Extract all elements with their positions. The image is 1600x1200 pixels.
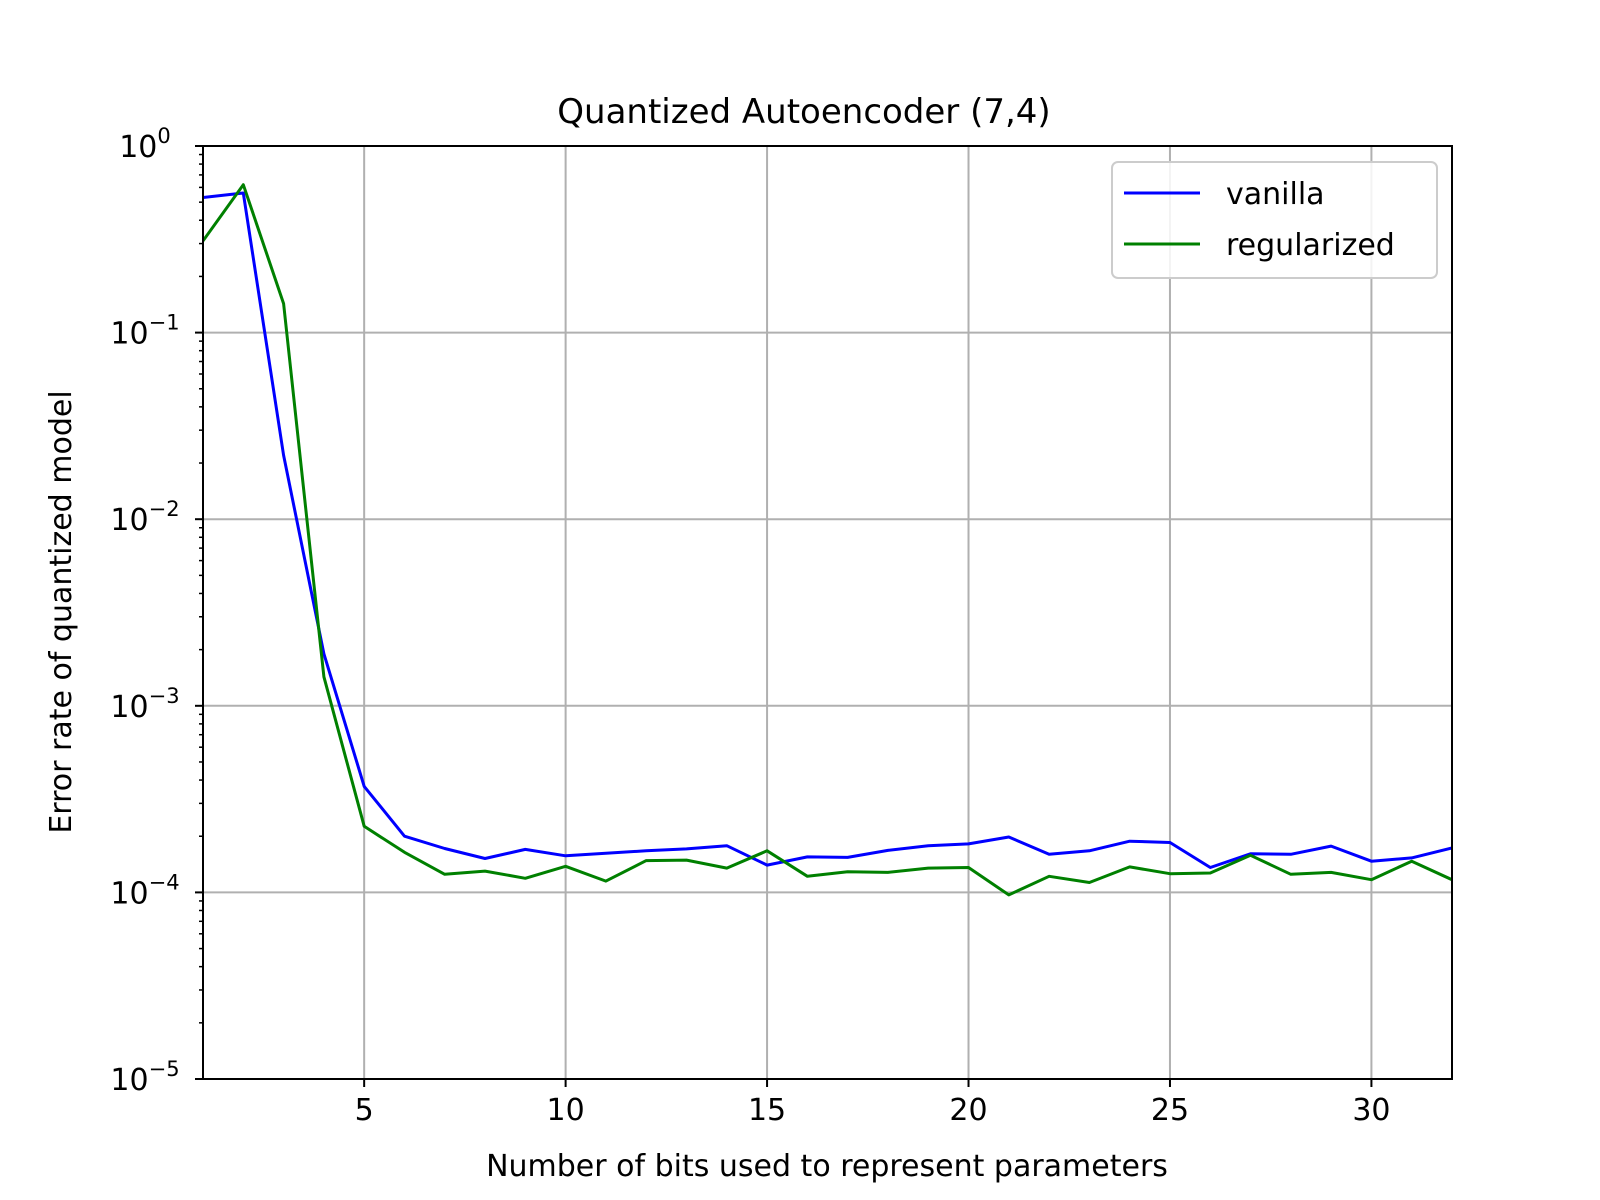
legend-label-vanilla: vanilla [1226, 177, 1325, 212]
y-axis-label: Error rate of quantized model [44, 390, 79, 833]
data-point-regularized [443, 872, 447, 876]
data-point-regularized [1128, 865, 1132, 869]
data-point-regularized [1007, 893, 1011, 897]
x-tick-label: 10 [547, 1093, 585, 1128]
x-axis-ticks: 5 10 15 20 25 30 [355, 1079, 1391, 1128]
grid [203, 146, 1452, 1079]
data-point-regularized [1249, 853, 1253, 857]
y-axis-ticks: 100 10−1 10−2 10−3 10−4 10−5 [110, 124, 203, 1098]
data-point-vanilla [362, 784, 366, 788]
data-point-vanilla [1369, 859, 1373, 863]
data-point-regularized [322, 675, 326, 679]
data-point-regularized [846, 870, 850, 874]
series-line-vanilla [203, 191, 1452, 869]
data-point-regularized [765, 849, 769, 853]
data-point-regularized [1047, 874, 1051, 878]
data-point-regularized [523, 876, 527, 880]
data-point-regularized [886, 870, 890, 874]
data-point-vanilla [1007, 835, 1011, 839]
data-point-regularized [644, 859, 648, 863]
data-point-regularized [1168, 872, 1172, 876]
data-point-regularized [241, 183, 245, 187]
y-tick-label: 10−2 [110, 497, 179, 538]
data-point-vanilla [523, 847, 527, 851]
data-point-regularized [725, 866, 729, 870]
data-point-regularized [362, 824, 366, 828]
data-point-vanilla [443, 846, 447, 850]
data-point-regularized [1208, 871, 1212, 875]
data-point-vanilla [604, 851, 608, 855]
legend: vanilla regularized [1111, 161, 1438, 279]
data-point-vanilla [846, 855, 850, 859]
data-point-vanilla [1329, 844, 1333, 848]
data-point-vanilla [725, 844, 729, 848]
data-point-regularized [1410, 859, 1414, 863]
data-point-vanilla [1047, 852, 1051, 856]
data-point-vanilla [886, 848, 890, 852]
y-tick-label: 100 [119, 124, 171, 165]
x-tick-label: 25 [1151, 1093, 1189, 1128]
data-point-vanilla [1168, 841, 1172, 845]
data-point-vanilla [483, 856, 487, 860]
y-tick-label: 10−1 [110, 311, 179, 352]
data-point-vanilla [402, 834, 406, 838]
x-tick-label: 30 [1352, 1093, 1390, 1128]
data-point-vanilla [1208, 865, 1212, 869]
data-point-regularized [564, 864, 568, 868]
data-point-vanilla [644, 849, 648, 853]
data-point-vanilla [765, 863, 769, 867]
data-point-regularized [1369, 878, 1373, 882]
y-tick-label: 10−4 [110, 870, 179, 911]
x-tick-label: 15 [748, 1093, 786, 1128]
x-tick-label: 20 [949, 1093, 987, 1128]
legend-box [1111, 161, 1438, 279]
data-point-regularized [483, 869, 487, 873]
chart-title: Quantized Autoencoder (7,4) [557, 92, 1050, 132]
legend-label-regularized: regularized [1226, 228, 1395, 263]
data-point-vanilla [967, 842, 971, 846]
y-tick-label: 10−5 [110, 1057, 179, 1098]
x-tick-label: 5 [355, 1093, 374, 1128]
data-point-regularized [402, 850, 406, 854]
data-point-vanilla [684, 847, 688, 851]
data-point-regularized [805, 874, 809, 878]
y-tick-label: 10−3 [110, 684, 179, 725]
data-point-vanilla [1128, 839, 1132, 843]
data-point-regularized [684, 858, 688, 862]
data-point-regularized [926, 866, 930, 870]
data-point-vanilla [805, 855, 809, 859]
data-point-vanilla [564, 854, 568, 858]
series-layer [203, 183, 1452, 897]
data-point-vanilla [1087, 849, 1091, 853]
data-point-regularized [1289, 872, 1293, 876]
data-point-regularized [1087, 880, 1091, 884]
data-point-regularized [1329, 870, 1333, 874]
data-point-vanilla [1289, 852, 1293, 856]
plot-frame [202, 145, 1453, 1080]
series-line-regularized [203, 183, 1452, 897]
data-point-vanilla [282, 453, 286, 457]
data-point-regularized [604, 879, 608, 883]
data-point-vanilla [926, 844, 930, 848]
data-point-regularized [282, 302, 286, 306]
data-point-regularized [967, 865, 971, 869]
x-axis-label: Number of bits used to represent paramet… [486, 1149, 1168, 1184]
